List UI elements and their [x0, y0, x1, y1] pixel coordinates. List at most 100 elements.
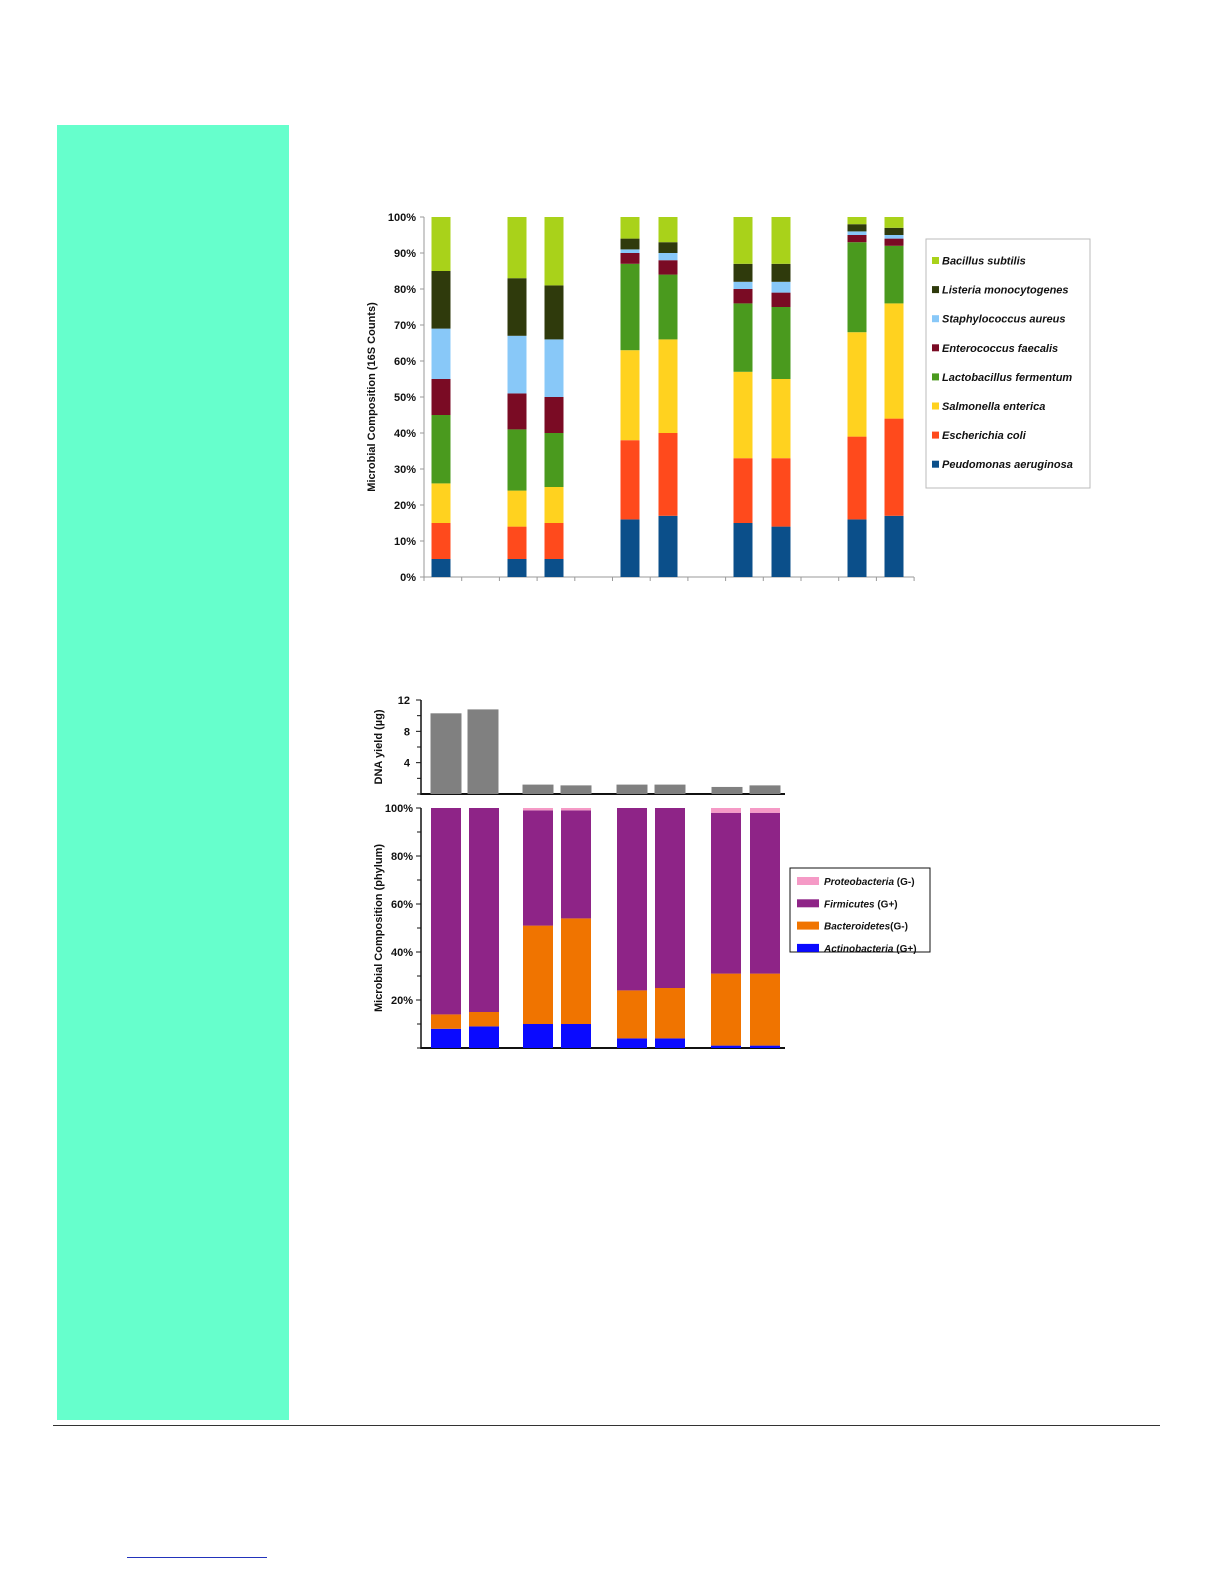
y-tick-label: 60%: [394, 356, 416, 368]
species-composition-chart: Microbial Composition (16S Counts) 0% 10%…: [366, 212, 1091, 584]
bar-segment: [544, 523, 564, 559]
footer-rule: [53, 1425, 1160, 1426]
bar-segment: [620, 350, 640, 441]
legend-swatch: [932, 286, 939, 294]
bar-segment: [523, 808, 553, 811]
bar-segment: [658, 339, 678, 433]
bar-segment: [620, 519, 640, 577]
y-tick-label: 80%: [394, 284, 416, 296]
bar-segment: [655, 1038, 685, 1048]
legend-label: Enterococcus faecalis: [942, 343, 1058, 355]
legend-swatch: [932, 344, 939, 352]
bar-segment: [884, 235, 904, 239]
legend-swatch: [797, 921, 819, 930]
bar-segment: [544, 217, 564, 286]
legend-label: Listeria monocytogenes: [942, 285, 1069, 297]
bar-segment: [431, 415, 451, 484]
bar-segment: [507, 429, 527, 491]
bar-segment: [544, 397, 564, 433]
bar-segment: [523, 810, 553, 926]
bar-segment: [884, 227, 904, 235]
bar-segment: [658, 515, 678, 577]
bar-segment: [771, 379, 791, 459]
y-tick-label: 50%: [394, 392, 416, 404]
legend-label: Firmicutes (G+): [824, 899, 898, 910]
bar-segment: [771, 307, 791, 379]
bar-segment: [617, 990, 647, 1039]
bar: [467, 709, 499, 794]
bar-segment: [884, 217, 904, 228]
bar-segment: [847, 231, 867, 235]
y-tick-label: 80%: [391, 851, 413, 863]
y-tick-label: 0%: [400, 572, 416, 584]
legend-label: Bacillus subtilis: [942, 256, 1026, 268]
legend-note: (G-): [894, 877, 915, 888]
bar-segment: [620, 249, 640, 253]
bar-segment: [431, 483, 451, 523]
bar-segment: [431, 328, 451, 379]
bar-segment: [620, 440, 640, 520]
footer-link-underline[interactable]: [127, 1557, 267, 1558]
bar-segment: [711, 808, 741, 813]
legend-label: Bacteroidetes(G-): [824, 922, 908, 933]
bar-segment: [561, 808, 591, 811]
bar-segment: [620, 238, 640, 250]
bar: [616, 784, 648, 794]
bar-segment: [658, 260, 678, 275]
bar-segment: [617, 1038, 647, 1048]
bar-segment: [561, 1024, 591, 1048]
bar-segment: [750, 973, 780, 1046]
bar-segment: [750, 808, 780, 813]
bar-segment: [431, 271, 451, 329]
bar-segment: [507, 278, 527, 336]
y-tick-label: 20%: [394, 500, 416, 512]
bar-segment: [561, 918, 591, 1024]
bar-segment: [750, 812, 780, 974]
bar-segment: [733, 303, 753, 372]
legend-label: Staphylococcus aureus: [942, 314, 1066, 326]
legend-label: Escherichia coli: [942, 430, 1027, 442]
y-tick-label: 40%: [391, 947, 413, 959]
bar-segment: [658, 217, 678, 243]
bar-segment: [847, 332, 867, 437]
bar-segment: [507, 393, 527, 430]
bar-segment: [884, 418, 904, 516]
legend-swatch: [932, 460, 939, 468]
bar-segment: [847, 242, 867, 333]
y-tick-label: 4: [404, 758, 411, 770]
bar-segment: [431, 559, 451, 577]
legend-swatch: [932, 315, 939, 323]
dna-yield-chart: DNA yield (µg) 4 8 12: [373, 695, 785, 795]
legend-label: Proteobacteria (G-): [824, 877, 915, 888]
bar-segment: [507, 490, 527, 527]
y-tick-label: 20%: [391, 995, 413, 1007]
bar-segment: [431, 808, 461, 1015]
bar-segment: [469, 1026, 499, 1048]
bar: [560, 785, 592, 794]
y-axis-title: Microbial Composition (phylum): [373, 844, 385, 1012]
legend: Bacillus subtilis Listeria monocytogenes S…: [925, 238, 1091, 489]
bar-segment: [884, 245, 904, 304]
legend-label: Peudomonas aeruginosa: [942, 459, 1073, 471]
bar-segment: [658, 253, 678, 261]
bar-segment: [544, 433, 564, 487]
legend: Proteobacteria (G-) Firmicutes (G+) Bacter…: [789, 867, 931, 955]
bar-segment: [847, 436, 867, 520]
legend-note: (G+): [893, 944, 916, 955]
bar: [522, 784, 554, 794]
bar-segment: [847, 217, 867, 225]
bar-segment: [431, 1014, 461, 1029]
legend-swatch: [932, 431, 939, 439]
bar-segment: [847, 235, 867, 243]
sidebar-panel: [57, 125, 289, 1420]
legend-label: Actinobacteria (G+): [823, 944, 917, 955]
bar-segment: [771, 292, 791, 307]
y-tick-label: 100%: [388, 212, 416, 224]
y-tick-label: 90%: [394, 248, 416, 260]
y-tick-label: 60%: [391, 899, 413, 911]
legend-note: (G-): [890, 922, 908, 933]
y-tick-label: 8: [404, 726, 410, 738]
bar-segment: [523, 1024, 553, 1048]
legend-box: [925, 238, 1091, 489]
bar-segment: [507, 335, 527, 394]
